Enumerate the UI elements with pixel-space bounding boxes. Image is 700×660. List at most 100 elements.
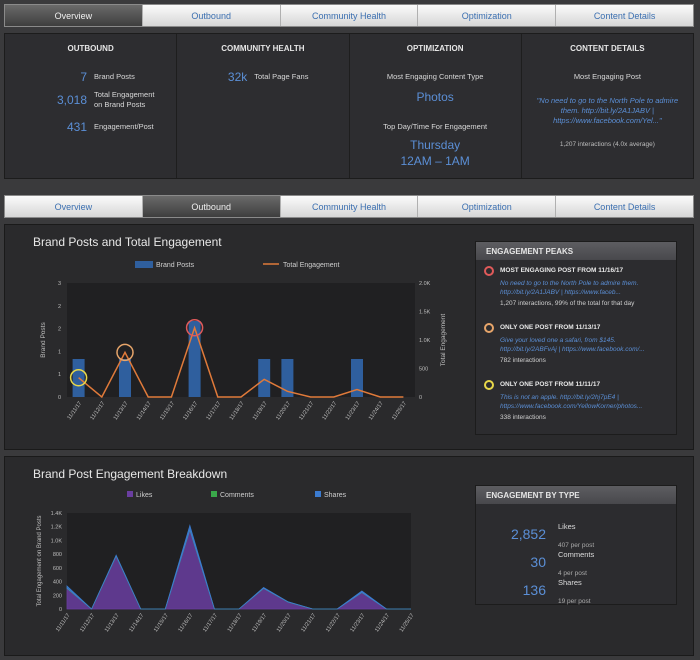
tab-community-health-2[interactable]: Community Health: [280, 196, 419, 217]
ebt-shares-value: 136: [522, 582, 546, 598]
summary-panel: OUTBOUND 7 Brand Posts 3,018 Total Engag…: [4, 33, 694, 179]
y-tick-label: 400: [53, 580, 62, 586]
peak-marker: [185, 318, 204, 337]
peak-meta: 1,207 interactions, 99% of the total for…: [500, 300, 635, 307]
peak-title: MOST ENGAGING POST FROM 11/16/17: [500, 267, 624, 274]
tab-community-health[interactable]: Community Health: [280, 5, 419, 26]
mect-label: Most Engaging Content Type: [386, 72, 484, 81]
legend-label: Shares: [324, 492, 347, 499]
peak-marker-icon: [484, 266, 494, 276]
panel2-title: Brand Post Engagement Breakdown: [33, 467, 228, 481]
y-tick-label: 1.2K: [51, 525, 63, 531]
ebt-likes-label: Likes: [558, 522, 576, 531]
engagement-post-stat: 431 Engagement/Post: [5, 120, 177, 134]
panel1-title: Brand Posts and Total Engagement: [33, 235, 222, 249]
y-tick-label: 1: [58, 372, 61, 378]
y-tick-label: 3: [58, 281, 61, 287]
engagement-by-type-heading: ENGAGEMENT BY TYPE: [476, 486, 676, 504]
top-tabbar: Overview Outbound Community Health Optim…: [4, 4, 694, 27]
peak-link[interactable]: Give your loved one a safari, from $145.…: [500, 337, 645, 353]
tab-outbound-2[interactable]: Outbound: [142, 196, 281, 217]
x-tick-label: 11/14/17: [128, 613, 145, 634]
y-axis-label: Total Engagement on Brand Posts: [37, 515, 43, 606]
x-tick-label: 11/23/17: [345, 401, 362, 422]
x-tick-label: 11/12/17: [79, 613, 96, 634]
engagement-by-type-box: ENGAGEMENT BY TYPE 2,852 Likes 407 per po…: [475, 485, 677, 605]
peak-marker: [116, 343, 134, 362]
tab-outbound[interactable]: Outbound: [142, 5, 281, 26]
x-tick-label: 11/11/17: [55, 613, 72, 633]
summary-outbound: OUTBOUND 7 Brand Posts 3,018 Total Engag…: [5, 34, 178, 178]
peak-marker-icon: [484, 380, 494, 390]
peak-link[interactable]: No need to go to the North Pole to admir…: [500, 280, 639, 296]
y-tick-label: 1: [58, 349, 61, 355]
x-tick-label: 11/21/17: [298, 401, 315, 422]
x-tick-label: 11/17/17: [205, 401, 222, 422]
best-time-value: 12AM – 1AM: [400, 154, 470, 168]
total-engagement-stat: 3,018 Total Engagement on Brand Posts: [5, 90, 177, 110]
y2-tick-label: 0: [419, 395, 422, 401]
ebt-comments: 30 Comments 4 per post: [476, 544, 594, 580]
fans-stat: 32k Total Page Fans: [177, 70, 349, 84]
y-tick-label: 800: [53, 552, 62, 558]
tab-content-details-2[interactable]: Content Details: [556, 196, 693, 217]
engagement-breakdown-panel: Brand Post Engagement Breakdown Likes Com…: [4, 456, 694, 656]
tab-optimization[interactable]: Optimization: [418, 5, 557, 26]
x-tick-label: 11/18/17: [227, 613, 244, 634]
secondary-tabbar: Overview Outbound Community Health Optim…: [4, 195, 694, 218]
peak-title: ONLY ONE POST FROM 11/13/17: [500, 324, 601, 331]
area-series: [66, 524, 411, 610]
y-axis-label: Brand Posts: [40, 322, 47, 358]
peak-meta: 782 interactions: [500, 357, 546, 364]
y-tick-label: 600: [53, 566, 62, 572]
tab-overview-2[interactable]: Overview: [5, 196, 143, 217]
y2-tick-label: 1.5K: [419, 310, 431, 316]
mep-link[interactable]: "No need to go to the North Pole to admi…: [536, 96, 679, 125]
x-tick-label: 11/16/17: [178, 613, 195, 634]
bar: [281, 359, 294, 397]
fans-value: 32k: [227, 70, 248, 84]
legend-bar-label: Brand Posts: [156, 262, 195, 269]
brand-posts-value: 7: [80, 70, 87, 84]
x-tick-label: 11/22/17: [321, 401, 338, 422]
tab-overview[interactable]: Overview: [5, 5, 143, 26]
peak-link[interactable]: This is not an apple. http://bit.ly/2hj7…: [500, 394, 643, 410]
x-tick-label: 11/12/17: [89, 401, 106, 422]
bar: [119, 359, 131, 397]
x-tick-label: 11/20/17: [275, 401, 292, 422]
y-tick-label: 2: [58, 327, 61, 333]
legend-line-label: Total Engagement: [283, 262, 339, 269]
x-tick-label: 11/11/17: [67, 401, 84, 421]
bar: [351, 359, 363, 397]
tab-optimization-2[interactable]: Optimization: [418, 196, 557, 217]
best-time-label: Top Day/Time For Engagement: [383, 122, 488, 131]
x-tick-label: 11/25/17: [391, 401, 408, 422]
y-tick-label: 0: [58, 395, 61, 401]
brand-posts-chart: Brand Posts Total Engagement 0 1 1 2 2 3 0 500 1.0…: [40, 261, 447, 422]
optimization-heading: OPTIMIZATION: [406, 44, 464, 53]
x-tick-label: 11/18/17: [229, 401, 246, 422]
y-tick-label: 1.0K: [51, 538, 63, 544]
peak-marker-icon: [484, 323, 494, 333]
x-tick-label: 11/23/17: [350, 613, 367, 634]
x-tick-label: 11/24/17: [368, 401, 385, 422]
engagement-peaks-heading: ENGAGEMENT PEAKS: [476, 242, 676, 260]
ebt-likes: 2,852 Likes 407 per post: [476, 516, 594, 552]
x-tick-label: 11/24/17: [374, 613, 391, 634]
brand-posts-label: Brand Posts: [94, 72, 135, 81]
legend-label: Likes: [136, 492, 153, 499]
ebt-shares: 136 Shares 19 per post: [476, 572, 591, 608]
peak-title: ONLY ONE POST FROM 11/11/17: [500, 381, 601, 388]
engagement-post-label: Engagement/Post: [94, 122, 154, 131]
engagement-peaks-box: ENGAGEMENT PEAKS MOST ENGAGING POST FROM…: [475, 241, 677, 435]
brand-posts-stat: 7 Brand Posts: [5, 70, 177, 84]
community-heading: COMMUNITY HEALTH: [221, 44, 305, 53]
summary-optimization: OPTIMIZATION Most Engaging Content Type …: [350, 34, 522, 178]
mep-label: Most Engaging Post: [573, 72, 641, 81]
x-tick-label: 11/13/17: [113, 401, 130, 422]
tab-content-details[interactable]: Content Details: [556, 5, 693, 26]
ebt-likes-sub: 407 per post: [558, 542, 595, 549]
mect-value: Photos: [416, 90, 454, 104]
y-tick-label: 0: [59, 607, 62, 613]
x-tick-label: 11/15/17: [153, 613, 170, 634]
